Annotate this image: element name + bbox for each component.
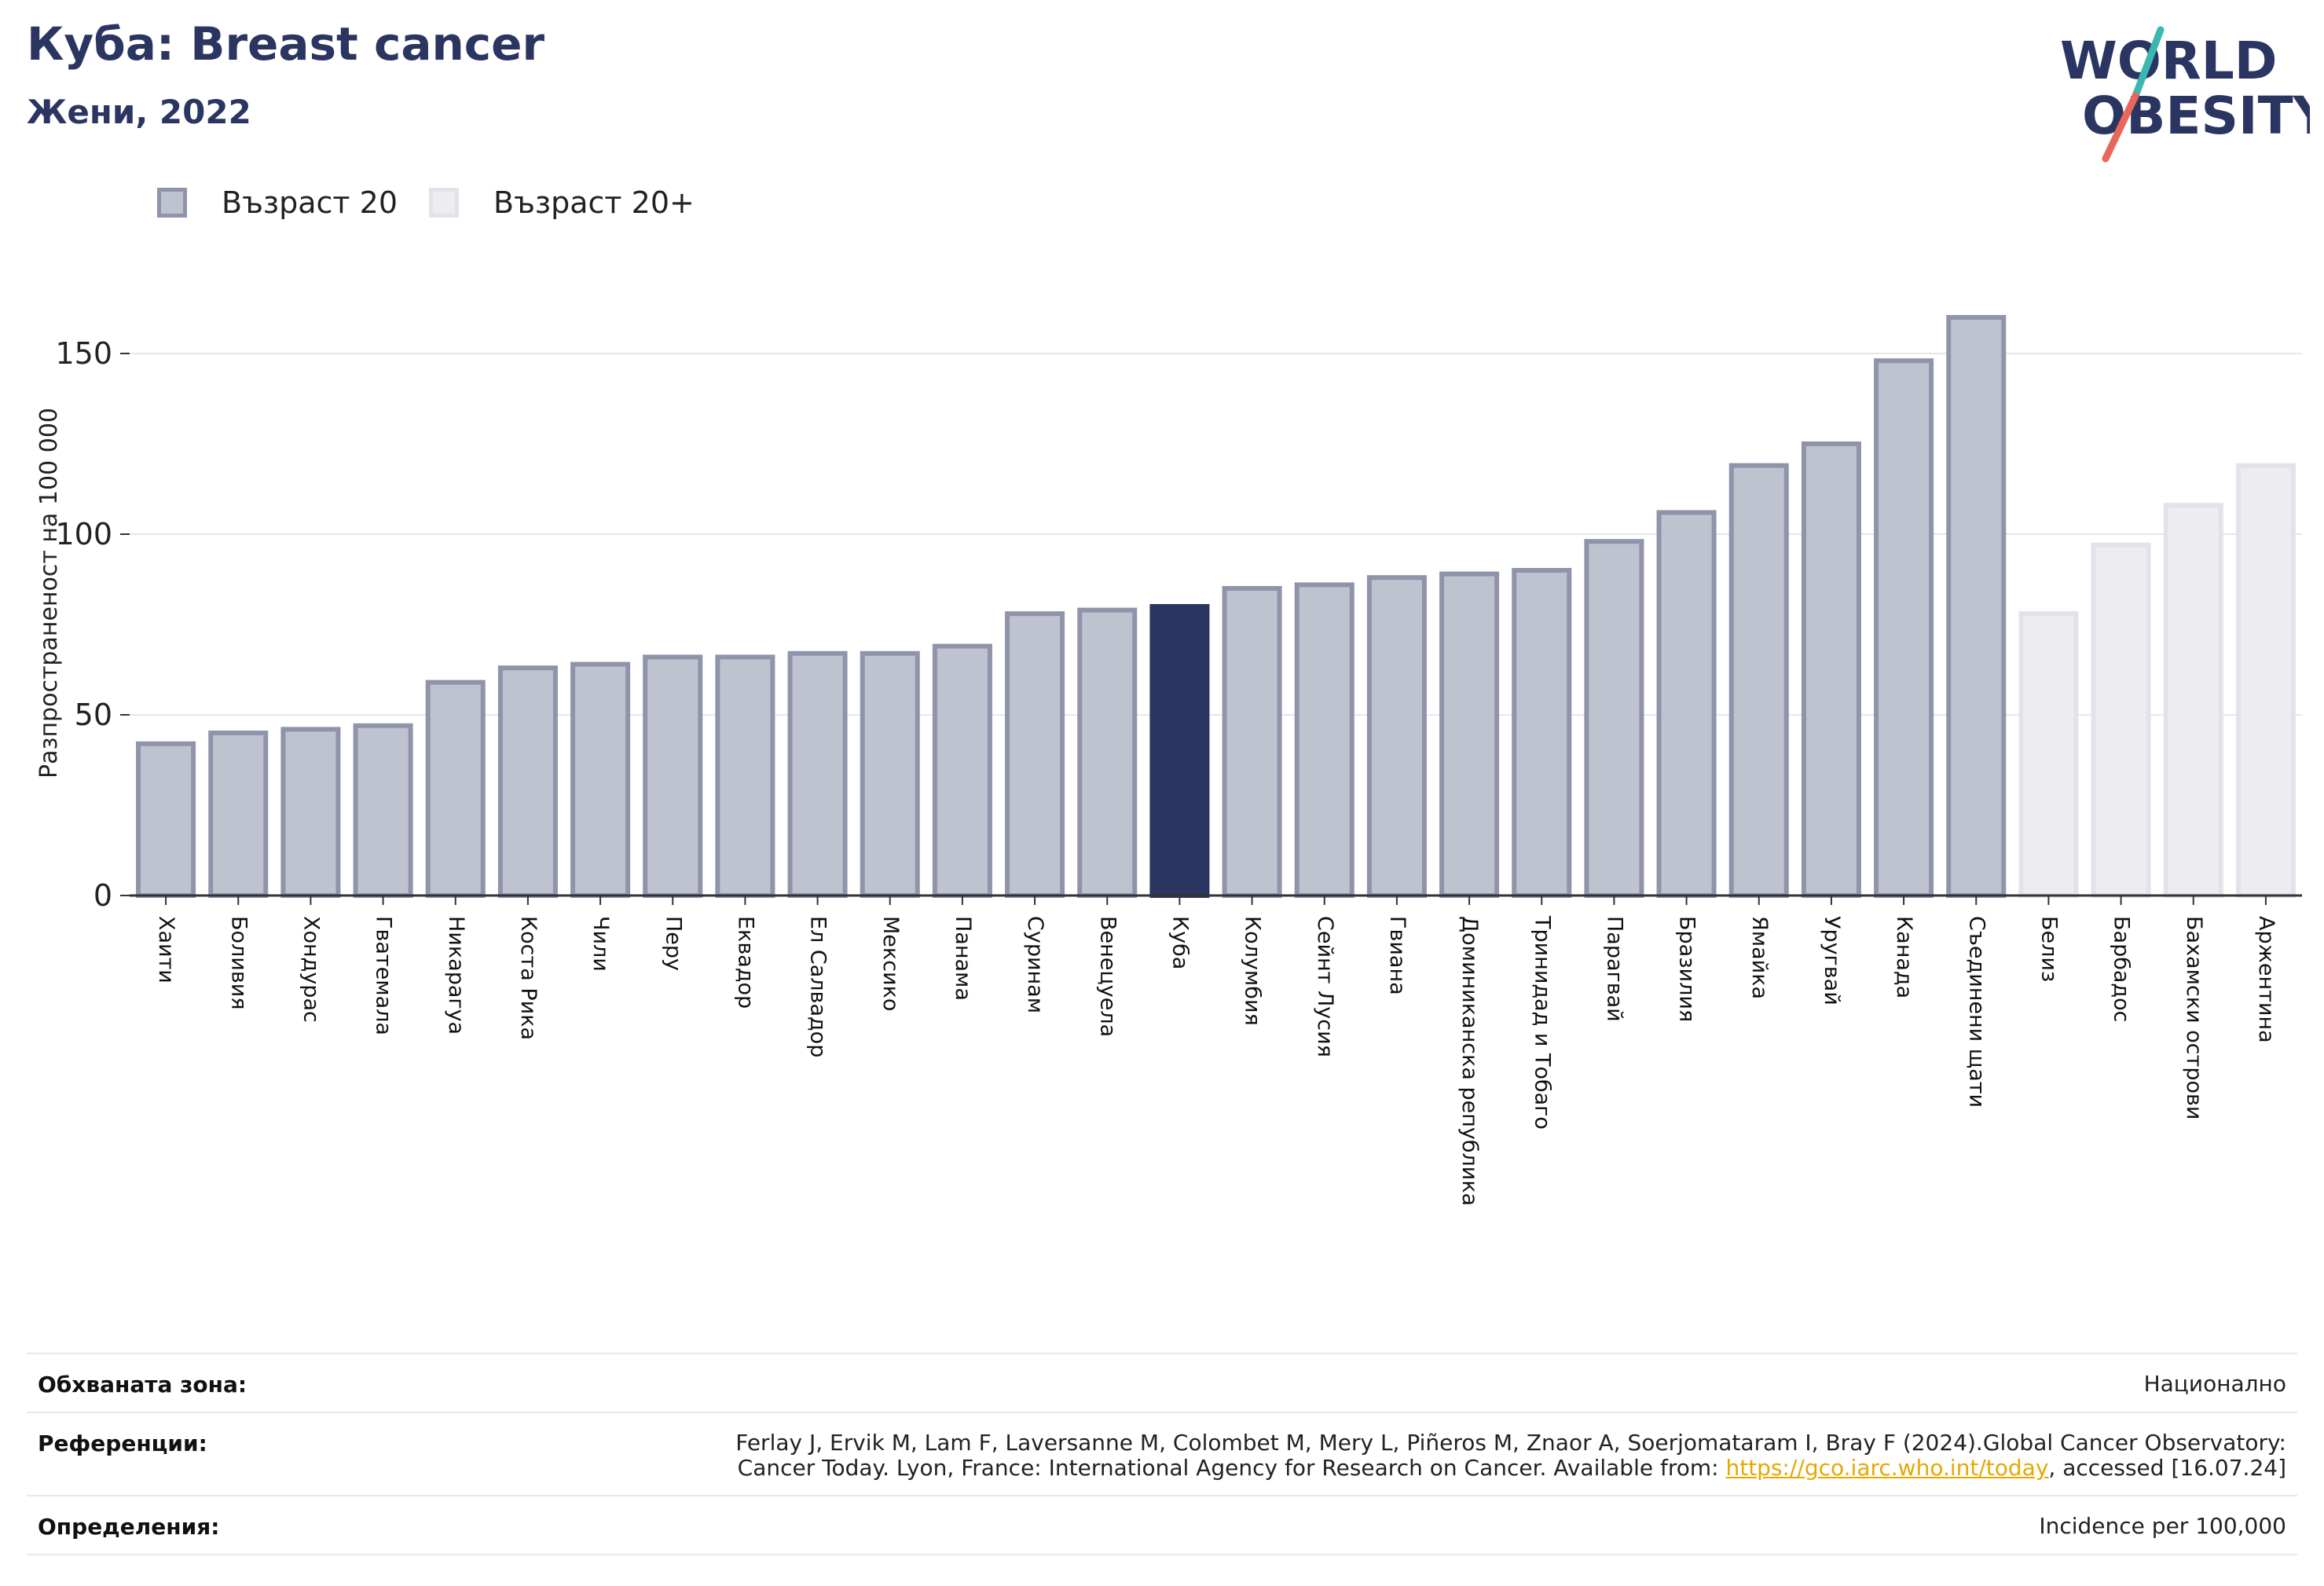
coverage-label: Обхваната зона: — [38, 1372, 247, 1397]
bar-28 — [2091, 542, 2151, 898]
logo-text-world: WORLD — [2060, 31, 2278, 91]
x-tick-label: Сейнт Лусия — [1313, 916, 1337, 1057]
x-tick-label: Ямайка — [1747, 916, 1772, 999]
bar-14 — [1077, 607, 1138, 898]
y-axis-label: Разпространеност на 100 000 — [35, 408, 63, 778]
bar-4 — [353, 723, 413, 898]
bar-24 — [1801, 441, 1861, 898]
x-tick-label: Куба — [1167, 916, 1192, 969]
legend-swatch-age20 — [157, 188, 187, 218]
y-tick-label: 100 — [55, 517, 112, 551]
x-tick-label: Барбадос — [2110, 916, 2134, 1022]
x-tick-label: Никарагуа — [444, 916, 468, 1035]
y-tick-label: 0 — [93, 878, 112, 913]
bar-8 — [643, 654, 703, 899]
x-axis-labels: Хаити Боливия Хондурас Гватемала Никарагуа Ко… — [154, 896, 2278, 1206]
bar-chart: 0 50 100 150 Хаити Боливия Хондурас Гватемала Н… — [35, 315, 2302, 1206]
x-tick-label: Доминиканска република — [1457, 916, 1482, 1206]
references-line1: Ferlay J, Ervik M, Lam F, Laversanne M, … — [735, 1430, 2286, 1456]
bar-18 — [1366, 575, 1427, 898]
x-tick-label: Гватемала — [372, 916, 396, 1035]
legend-item-age20: Възраст 20 — [157, 185, 398, 220]
y-axis-ticks: 0 50 100 150 — [55, 336, 130, 913]
legend-swatch-age20plus — [429, 188, 459, 218]
legend-item-age20plus: Възраст 20+ — [429, 185, 695, 220]
logo-slash-red — [2102, 92, 2139, 163]
references-line2-post: , accessed [16.07.24] — [2048, 1455, 2286, 1481]
references-label: Референции: — [38, 1430, 207, 1456]
bar-15 — [1149, 604, 1210, 898]
bar-23 — [1728, 463, 1789, 899]
bar-30 — [2235, 463, 2296, 899]
x-tick-label: Канада — [1892, 916, 1916, 998]
bar-11 — [860, 650, 920, 898]
references-link[interactable]: https://gco.iarc.who.int/today — [1725, 1455, 2049, 1481]
footer-info: Обхваната зона: Национално Референции: F… — [27, 1353, 2297, 1555]
bar-16 — [1222, 586, 1282, 898]
x-tick-label: Аржентина — [2254, 916, 2278, 1043]
footer-row-definitions: Определения: Incidence per 100,000 — [27, 1495, 2297, 1555]
bar-1 — [136, 741, 196, 898]
x-tick-label: Бразилия — [1675, 916, 1699, 1022]
footer-row-coverage: Обхваната зона: Национално — [27, 1353, 2297, 1412]
bar-9 — [715, 654, 775, 899]
grid-lines — [130, 353, 2302, 716]
x-tick-label: Панама — [951, 916, 975, 1001]
legend-label-age20: Възраст 20 — [222, 185, 398, 220]
references-line2-pre: Cancer Today. Lyon, France: Internationa… — [737, 1455, 1726, 1481]
x-tick-label: Колумбия — [1241, 916, 1265, 1026]
bars — [136, 315, 2296, 899]
x-tick-label: Коста Рика — [516, 916, 541, 1040]
x-tick-label: Бахамски острови — [2182, 916, 2206, 1119]
bar-3 — [280, 727, 341, 899]
bar-10 — [787, 650, 848, 898]
bar-26 — [1946, 315, 2007, 898]
coverage-value: Национално — [2143, 1371, 2286, 1397]
y-tick-label: 50 — [75, 698, 112, 732]
x-tick-label: Хондурас — [299, 916, 323, 1023]
bar-29 — [2163, 503, 2223, 898]
x-tick-label: Мексико — [878, 916, 903, 1011]
logo-slash-teal — [2132, 26, 2165, 100]
definitions-label: Определения: — [38, 1514, 220, 1540]
bar-5 — [425, 679, 486, 898]
chart-title: Куба: Breast cancer — [27, 17, 545, 71]
x-tick-label: Съединени щати — [1964, 916, 1989, 1108]
x-tick-label: Боливия — [226, 916, 251, 1010]
bar-22 — [1656, 510, 1717, 898]
bar-25 — [1874, 358, 1934, 898]
x-tick-label: Еквадор — [733, 916, 757, 1009]
x-tick-label: Венецуела — [1095, 916, 1120, 1037]
y-tick-label: 150 — [55, 336, 112, 371]
x-tick-label: Тринидад и Тобаго — [1530, 915, 1554, 1130]
x-tick-label: Белиз — [2036, 916, 2061, 982]
bar-13 — [1005, 611, 1065, 898]
definitions-value: Incidence per 100,000 — [2039, 1513, 2286, 1539]
legend-label-age20plus: Възраст 20+ — [493, 185, 695, 220]
bar-7 — [570, 661, 631, 898]
bar-17 — [1294, 582, 1354, 898]
bar-19 — [1439, 571, 1500, 898]
bar-2 — [208, 731, 269, 898]
footer-row-references: Референции: Ferlay J, Ervik M, Lam F, La… — [27, 1412, 2297, 1495]
bar-12 — [932, 643, 992, 898]
x-tick-label: Перу — [661, 916, 685, 971]
x-tick-label: Чили — [588, 916, 613, 972]
x-tick-label: Ел Салвадор — [806, 916, 830, 1057]
chart-subtitle: Жени, 2022 — [27, 93, 251, 131]
x-tick-label: Уругвай — [1820, 916, 1844, 1005]
chart-legend: Възраст 20 Възраст 20+ — [157, 179, 726, 226]
world-obesity-logo: WORLD OBESITY — [2060, 26, 2310, 163]
references-value: Ferlay J, Ervik M, Lam F, Laversanne M, … — [735, 1430, 2286, 1481]
x-tick-label: Парагвай — [1602, 916, 1626, 1022]
bar-21 — [1584, 539, 1644, 898]
x-tick-label: Суринам — [1023, 916, 1047, 1013]
x-tick-label: Гвиана — [1385, 916, 1409, 995]
bar-20 — [1512, 568, 1572, 898]
bar-27 — [2018, 611, 2079, 898]
bar-6 — [497, 665, 558, 898]
x-tick-label: Хаити — [154, 916, 178, 983]
